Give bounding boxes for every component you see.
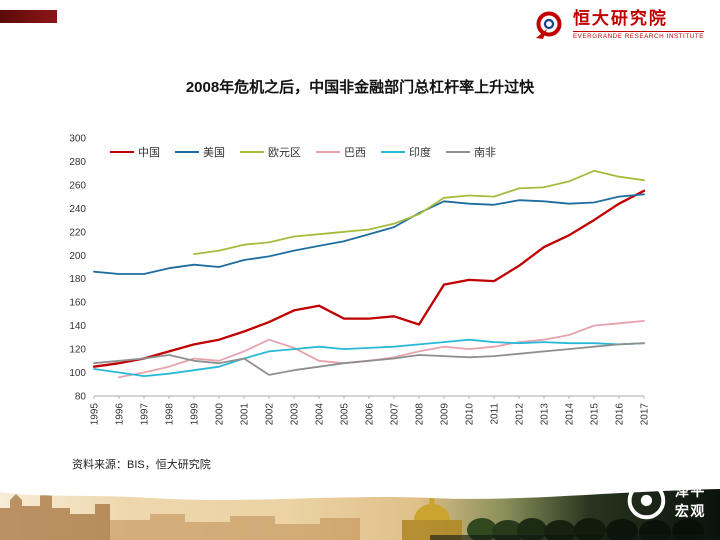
y-tick-label: 200 — [69, 251, 86, 262]
x-tick-label: 2003 — [290, 403, 301, 426]
band-top-wave — [0, 486, 720, 500]
legend-item: 南非 — [446, 144, 496, 160]
x-tick-label: 1999 — [190, 403, 201, 426]
y-tick-label: 300 — [69, 134, 86, 145]
series-line — [193, 169, 645, 255]
series-line — [93, 193, 645, 275]
city-silhouette — [110, 514, 360, 540]
x-tick-label: 1997 — [140, 403, 151, 426]
series-line — [93, 342, 645, 376]
castle-silhouette — [0, 490, 110, 540]
chart-legend: 中国 美国 欧元区 巴西 印度 南非 — [110, 144, 496, 160]
y-tick-label: 100 — [69, 368, 86, 379]
x-tick-label: 2005 — [340, 403, 351, 426]
x-tick-label: 2008 — [415, 403, 426, 426]
x-tick-label: 2014 — [565, 403, 576, 426]
watermark-icon — [627, 481, 666, 520]
x-tick-label: 2001 — [240, 403, 251, 426]
y-tick-label: 120 — [69, 345, 86, 356]
logo-cn-label: 恒大研究院 — [572, 8, 668, 28]
legend-swatch — [110, 150, 134, 154]
x-tick-label: 2011 — [490, 403, 501, 425]
legend-swatch — [446, 150, 470, 154]
y-tick-label: 180 — [69, 274, 86, 285]
y-tick-label: 240 — [69, 204, 86, 215]
watermark-label: 泽平宏观 — [674, 482, 706, 519]
y-tick-label: 160 — [69, 298, 86, 309]
evergrande-logo: 恒大研究院 EVERGRANDE RESEARCH INSTITUTE — [532, 8, 704, 42]
legend-item: 中国 — [110, 144, 160, 160]
series-line — [92, 189, 646, 368]
x-tick-label: 1998 — [165, 403, 176, 426]
evergrande-logo-icon — [535, 11, 562, 39]
legend-label: 中国 — [138, 147, 160, 159]
slide-title: 2008年危机之后，中国非金融部门总杠杆率上升过快 — [185, 79, 535, 96]
legend-label: 印度 — [409, 147, 431, 159]
legend-swatch — [316, 150, 340, 154]
x-tick-label: 2004 — [315, 403, 326, 426]
decorative-footer-band: 泽平宏观 — [0, 481, 720, 540]
series-line — [93, 338, 645, 377]
y-tick-label: 280 — [69, 157, 86, 168]
legend-swatch — [381, 150, 405, 154]
legend-swatch — [175, 150, 199, 154]
water-reflection — [430, 535, 720, 540]
x-tick-label: 2015 — [590, 403, 601, 426]
x-tick-label: 2013 — [540, 403, 551, 426]
x-tick-label: 2016 — [615, 403, 626, 426]
x-tick-label: 1996 — [115, 403, 126, 426]
chart-canvas: 80 100 120 140 160 180 200 220 240 260 280 300 1995 1… — [69, 134, 651, 426]
x-tick-label: 2007 — [390, 403, 401, 426]
x-tick-label: 2006 — [365, 403, 376, 426]
footer-band-art — [0, 486, 720, 540]
source-note: 资料来源：BIS，恒大研究院 — [72, 459, 211, 471]
y-tick-label: 140 — [69, 321, 86, 332]
legend-label: 巴西 — [344, 147, 366, 159]
x-tick-label: 2012 — [515, 403, 526, 426]
legend-swatch — [240, 150, 264, 154]
watermark: 泽平宏观 — [624, 478, 708, 523]
y-tick-label: 80 — [75, 392, 87, 403]
x-tick-label: 2000 — [215, 403, 226, 426]
legend-item: 印度 — [381, 144, 431, 160]
legend-label: 南非 — [474, 147, 496, 159]
x-tick-label: 2010 — [465, 403, 476, 426]
legend-item: 欧元区 — [240, 144, 301, 160]
top-left-accent-bar — [0, 10, 57, 23]
logo-text: 恒大研究院 EVERGRANDE RESEARCH INSTITUTE — [572, 8, 704, 40]
legend-label: 欧元区 — [268, 147, 301, 159]
y-tick-label: 220 — [69, 227, 86, 238]
x-tick-label: 1995 — [90, 403, 101, 426]
leverage-line-chart: 中国 美国 欧元区 巴西 印度 南非 80 100 120 140 160 180 200 220 240… — [52, 124, 668, 446]
legend-label: 美国 — [203, 147, 225, 159]
legend-item: 美国 — [175, 144, 225, 160]
x-tick-label: 2009 — [440, 403, 451, 426]
logo-en-label: EVERGRANDE RESEARCH INSTITUTE — [572, 30, 704, 40]
y-tick-label: 260 — [69, 180, 86, 191]
x-tick-label: 2002 — [265, 403, 276, 426]
legend-item: 巴西 — [316, 144, 366, 160]
x-tick-label: 2017 — [640, 403, 651, 426]
